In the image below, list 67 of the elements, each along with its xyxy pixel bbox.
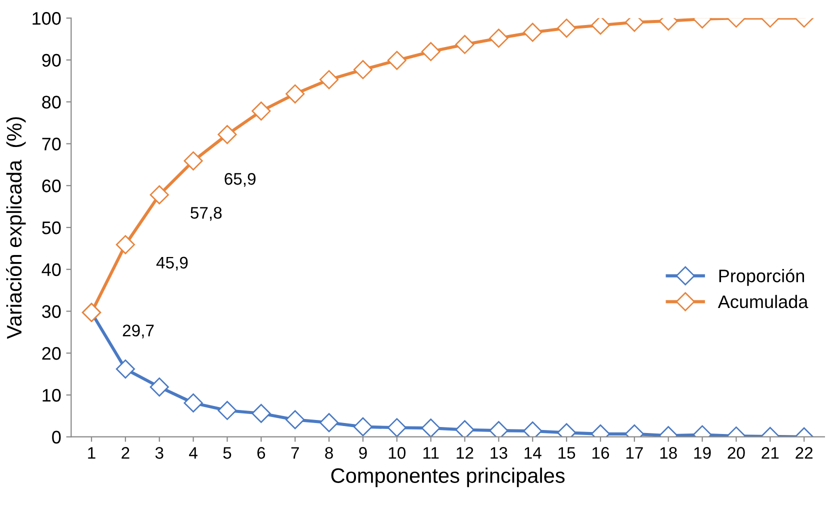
data-label: 45,9	[156, 256, 188, 271]
point	[252, 404, 271, 423]
point	[252, 102, 271, 121]
point	[286, 410, 305, 430]
data-label: 65,9	[224, 173, 256, 187]
y-tick-label: 0	[52, 430, 61, 444]
x-tick-label: 15	[558, 447, 576, 459]
point	[489, 28, 508, 48]
y-tick-label: 10	[42, 388, 61, 402]
x-tick-label: 4	[189, 447, 198, 459]
y-tick-label: 80	[42, 96, 61, 109]
point	[523, 22, 542, 42]
x-tick-label: 3	[155, 447, 164, 459]
y-tick-label: 20	[42, 347, 61, 360]
legend-label: Proporción	[719, 268, 804, 286]
x-tick-label: 19	[694, 447, 711, 459]
point	[150, 378, 169, 397]
x-tick-label: 5	[223, 447, 232, 459]
point	[116, 235, 135, 254]
x-axis-title: Componentes principales	[331, 468, 565, 488]
point	[387, 418, 406, 437]
point	[218, 400, 237, 420]
x-tick-label: 16	[592, 447, 610, 459]
x-tick-label: 18	[660, 447, 677, 459]
y-tick-label: 40	[42, 263, 61, 276]
x-tick-label: 11	[423, 447, 439, 459]
y-tick-label: 50	[42, 221, 61, 234]
y-tick-label: 70	[42, 138, 61, 150]
point	[218, 124, 237, 144]
x-tick-label: 14	[524, 447, 542, 459]
y-tick-label: 30	[42, 305, 61, 318]
legend-label: Acumulada	[718, 294, 808, 308]
point	[387, 50, 406, 70]
x-tick-label: 17	[626, 447, 643, 459]
data-label: 29,7	[122, 324, 154, 338]
x-tick-label: 9	[359, 447, 367, 459]
x-tick-label: 10	[388, 447, 406, 459]
point	[184, 151, 203, 170]
point	[590, 18, 610, 35]
point	[184, 393, 203, 412]
data-label: 57,8	[190, 206, 222, 221]
x-tick-label: 7	[291, 447, 299, 459]
y-tick-label: 90	[42, 54, 61, 67]
x-tick-label: 13	[490, 447, 508, 459]
point	[353, 417, 372, 436]
x-tick-label: 8	[325, 447, 333, 459]
x-tick-label: 1	[88, 447, 96, 459]
y-tick-label: 60	[42, 180, 61, 192]
point	[116, 359, 135, 379]
x-tick-label: 2	[122, 447, 130, 459]
x-tick-label: 6	[257, 447, 266, 459]
y-axis-title: Variación explicada (%)	[6, 117, 26, 339]
point	[421, 42, 440, 62]
point	[286, 84, 305, 104]
x-tick-label: 20	[728, 447, 745, 459]
point	[320, 70, 339, 90]
point	[353, 60, 372, 80]
x-tick-label: 21	[762, 447, 779, 459]
point	[455, 420, 474, 437]
point	[455, 34, 474, 54]
x-tick-label: 12	[456, 447, 474, 459]
point	[150, 185, 169, 204]
point	[320, 413, 339, 432]
point	[421, 418, 440, 437]
x-tick-label: 22	[796, 447, 813, 459]
y-tick-label: 100	[32, 12, 61, 25]
point	[557, 18, 576, 38]
